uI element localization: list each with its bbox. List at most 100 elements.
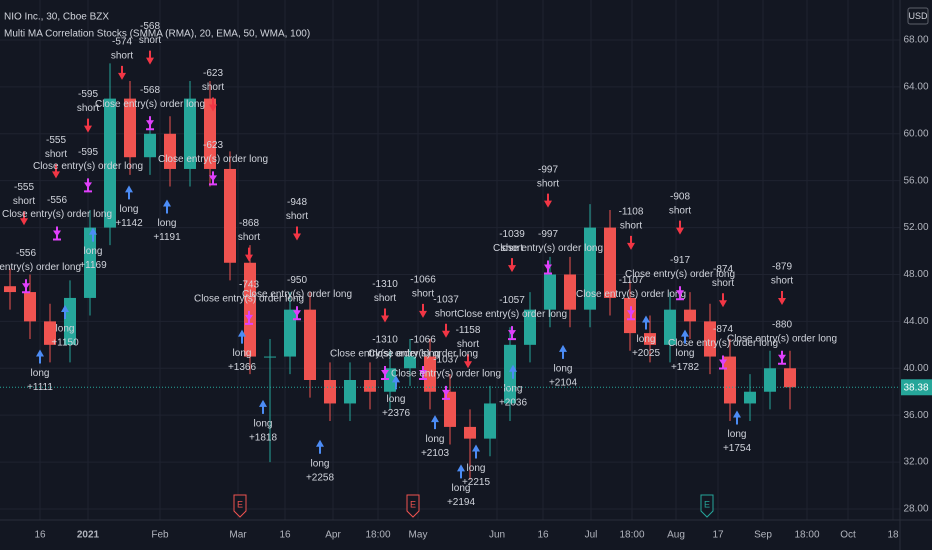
candle-body [24, 292, 36, 322]
candle-body [744, 391, 756, 404]
candle-body [264, 356, 276, 358]
signal-value: +2215 [462, 477, 491, 488]
close-marker [381, 366, 389, 381]
signal-value: -1037 [433, 294, 459, 305]
signal-value: -997 [538, 164, 558, 175]
candle-body [104, 98, 116, 228]
last-price-box [901, 379, 932, 396]
signal-label: long [676, 348, 695, 359]
y-tick-label: 56.00 [903, 175, 928, 186]
candle-body [84, 227, 96, 298]
signal-value: +1169 [79, 260, 107, 271]
x-tick-label: 16 [34, 530, 46, 541]
short-arrow [52, 164, 60, 179]
signal-value: -623 [203, 140, 223, 151]
signal-value: -1037 [433, 355, 459, 366]
close-marker [22, 279, 30, 294]
signal-label: Close entry(s) order long [0, 262, 81, 273]
signal-label: long [84, 246, 103, 257]
signal-label: short [111, 50, 133, 61]
signal-label: Close entry(s) order long [158, 154, 268, 165]
long-arrow [457, 464, 465, 479]
signal-value: -917 [670, 255, 690, 266]
signal-value: +1111 [27, 382, 53, 393]
signal-value: -874 [713, 264, 733, 275]
signal-value: -623 [203, 68, 223, 79]
long-arrow [259, 399, 267, 414]
signal-value: -1310 [372, 279, 398, 290]
signal-value: -879 [772, 262, 792, 273]
signal-label: short [238, 232, 260, 243]
x-tick-label: Jun [489, 530, 505, 541]
signal-label: long [56, 324, 75, 335]
candle-body [324, 380, 336, 404]
close-marker [146, 116, 154, 131]
short-arrow [508, 258, 516, 273]
signal-label: short [139, 35, 161, 46]
signal-label: Close entry(s) order long [33, 161, 143, 172]
signal-value: +2258 [306, 472, 335, 483]
signal-value: -868 [239, 218, 259, 229]
signal-value: +2194 [447, 497, 476, 508]
signal-label: Close entry(s) order long [457, 309, 567, 320]
signal-label: long [426, 434, 445, 445]
long-arrow [642, 315, 650, 330]
x-tick-label: 17 [712, 530, 724, 541]
signal-value: -1158 [456, 325, 481, 336]
y-tick-label: 36.00 [903, 410, 928, 421]
event-label: E [704, 499, 710, 509]
candle-body [164, 133, 176, 169]
x-tick-label: Mar [229, 530, 247, 541]
long-arrow [431, 415, 439, 430]
close-marker [245, 310, 253, 325]
close-marker [419, 366, 427, 381]
signal-label: long [637, 334, 656, 345]
y-tick-label: 60.00 [903, 128, 928, 139]
signal-value: +2036 [499, 397, 528, 408]
signal-label: short [435, 308, 457, 319]
long-arrow [559, 344, 567, 359]
x-tick-label: 16 [537, 530, 549, 541]
long-arrow [238, 329, 246, 344]
signal-value: +2104 [549, 377, 578, 388]
short-arrow [209, 97, 217, 112]
short-arrow [245, 247, 253, 262]
signal-value: +2103 [421, 448, 450, 459]
short-arrow [676, 220, 684, 235]
close-marker [293, 306, 301, 321]
signal-value: -1039 [499, 229, 525, 240]
candle-body [484, 403, 496, 439]
signal-label: short [771, 276, 793, 287]
y-tick-label: 44.00 [903, 316, 928, 327]
signal-value: -950 [287, 275, 307, 286]
candle-body [664, 309, 676, 345]
signal-label: Close entry(s) order long [368, 349, 478, 360]
candle-body [244, 262, 256, 357]
candle-body [204, 98, 216, 169]
long-arrow [316, 439, 324, 454]
candle-body [644, 333, 656, 345]
signal-label: Close entry(s) order long [95, 99, 205, 110]
close-marker [84, 178, 92, 193]
y-tick-label: 32.00 [903, 457, 928, 468]
long-arrow [733, 410, 741, 425]
signal-value: -1066 [410, 275, 436, 286]
short-arrow [544, 193, 552, 208]
short-arrow [381, 308, 389, 323]
currency: USD [908, 11, 928, 21]
candle-body [684, 309, 696, 322]
long-arrow [509, 364, 517, 379]
short-arrow [146, 50, 154, 65]
signal-value: +1818 [249, 433, 278, 444]
candle-body [524, 309, 536, 345]
short-arrow [719, 293, 727, 308]
signal-value: +1782 [671, 362, 700, 373]
signal-value: -555 [14, 182, 34, 193]
x-tick-label: Sep [754, 530, 772, 541]
signal-label: long [452, 483, 471, 494]
signal-value: -908 [670, 191, 690, 202]
signal-value: -874 [713, 324, 733, 335]
currency-box[interactable] [907, 7, 929, 25]
